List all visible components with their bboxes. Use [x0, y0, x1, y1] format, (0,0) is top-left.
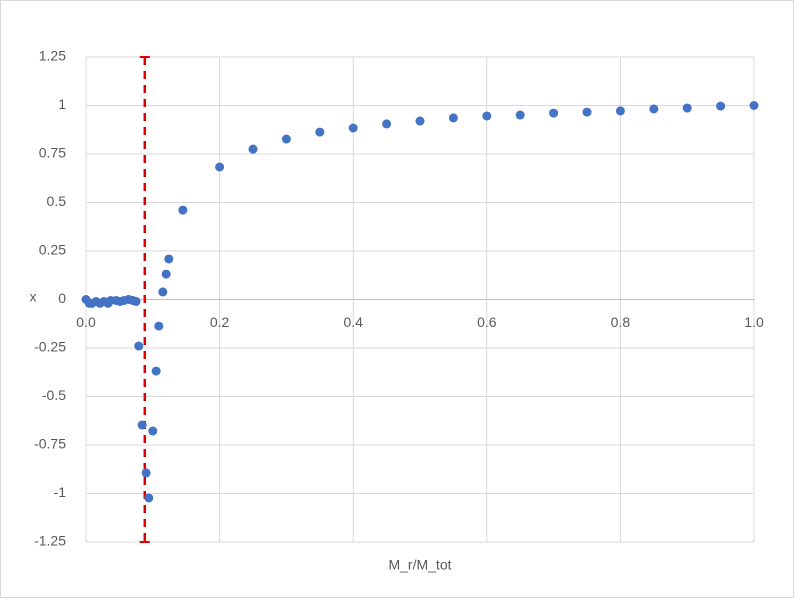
x-axis-label: M_r/M_tot	[388, 557, 451, 573]
y-tick-label: -0.25	[34, 339, 66, 355]
y-tick-label: -0.5	[42, 387, 66, 403]
point	[141, 468, 151, 478]
y-tick-label: -1	[54, 484, 67, 500]
y-tick-label: 0	[58, 290, 66, 306]
point	[151, 366, 161, 376]
point	[158, 287, 168, 297]
y-tick-label: -0.75	[34, 436, 66, 452]
x-tick-label: 0.2	[210, 314, 230, 330]
y-tick-label: 0.75	[39, 145, 66, 161]
point	[682, 103, 692, 113]
point	[137, 420, 147, 430]
y-tick-label: 0.5	[47, 193, 67, 209]
point	[549, 108, 559, 118]
x-tick-label: 1.0	[744, 314, 764, 330]
point	[248, 144, 258, 154]
x-tick-label: 0.6	[477, 314, 497, 330]
point	[281, 134, 291, 144]
point	[315, 127, 325, 137]
point	[134, 341, 144, 351]
point	[649, 104, 659, 114]
point	[161, 269, 171, 279]
point	[382, 119, 392, 129]
point	[348, 123, 358, 133]
point	[716, 101, 726, 111]
point	[749, 101, 759, 110]
point	[144, 493, 154, 503]
point	[178, 205, 188, 215]
point	[415, 116, 425, 126]
y-tick-label: 1	[58, 96, 66, 112]
point	[482, 111, 492, 121]
y-tick-label: 1.25	[39, 48, 66, 64]
point	[615, 106, 625, 116]
point	[448, 113, 458, 123]
point	[215, 162, 225, 172]
y-axis-label: x	[30, 289, 37, 305]
point	[148, 426, 158, 436]
point	[154, 321, 164, 331]
point	[131, 296, 141, 306]
y-tick-label: -1.25	[34, 533, 66, 549]
point	[515, 110, 525, 120]
x-tick-label: 0.4	[343, 314, 363, 330]
y-tick-label: 0.25	[39, 242, 66, 258]
x-tick-label: 0.8	[611, 314, 631, 330]
x-tick-label: 0.0	[76, 314, 96, 330]
point	[582, 107, 592, 117]
point	[164, 254, 174, 264]
